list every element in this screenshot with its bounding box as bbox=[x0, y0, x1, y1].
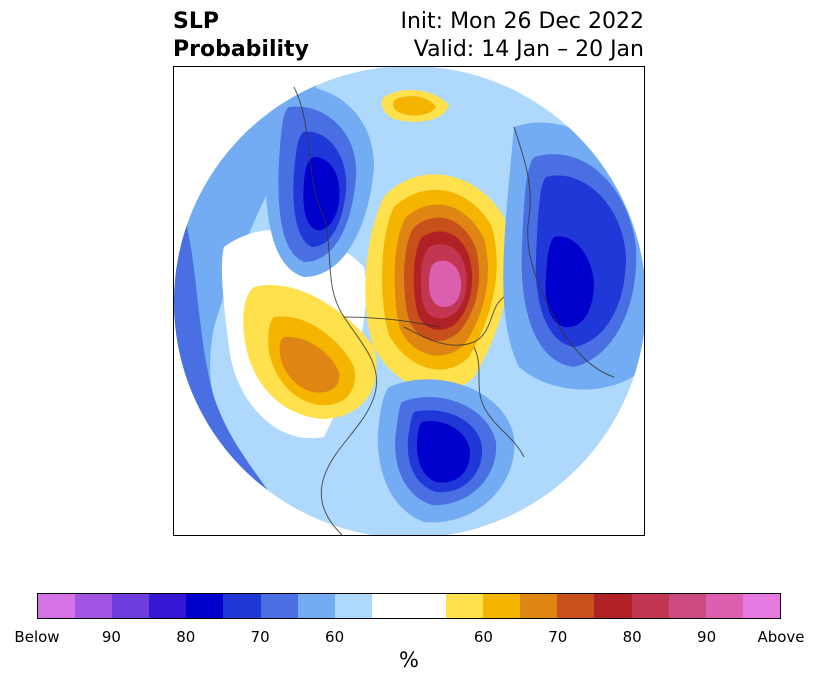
polar-map bbox=[173, 66, 645, 536]
pacific-above-80 bbox=[279, 336, 340, 393]
europe-below-90 bbox=[545, 236, 594, 328]
colorbar-tick-label: 70 bbox=[548, 628, 568, 646]
title-line-2: Probability bbox=[173, 37, 309, 62]
colorbar-cell bbox=[38, 594, 76, 618]
colorbar-cell bbox=[483, 594, 521, 618]
colorbar-tick-label: 90 bbox=[697, 628, 717, 646]
colorbar-tick-label: 90 bbox=[101, 628, 121, 646]
colorbar-cell bbox=[334, 594, 372, 618]
colorbar-cell bbox=[75, 594, 113, 618]
colorbar-tick-label: 80 bbox=[622, 628, 642, 646]
atlantic-below-90 bbox=[416, 421, 470, 483]
colorbar-cell bbox=[668, 594, 706, 618]
colorbar-tick-label: 70 bbox=[250, 628, 270, 646]
coastlines bbox=[293, 86, 615, 535]
colorbar-cell bbox=[371, 594, 409, 618]
colorbar-cell bbox=[260, 594, 298, 618]
colorbar-cell bbox=[705, 594, 743, 618]
colorbar-cell bbox=[446, 594, 484, 618]
colorbar bbox=[37, 593, 781, 619]
colorbar-tick-label: Below bbox=[14, 628, 60, 646]
map-dates: Init: Mon 26 Dec 2022 Valid: 14 Jan – 20… bbox=[401, 8, 645, 64]
init-date: Init: Mon 26 Dec 2022 bbox=[400, 9, 645, 34]
map-title: SLP Probability bbox=[173, 8, 309, 64]
colorbar-cell bbox=[112, 594, 150, 618]
colorbar-cell bbox=[557, 594, 595, 618]
colorbar-tick-label: Above bbox=[757, 628, 805, 646]
colorbar-cell bbox=[594, 594, 632, 618]
colorbar-cell bbox=[742, 594, 780, 618]
colorbar-unit: % bbox=[399, 648, 419, 672]
colorbar-tick-label: 60 bbox=[473, 628, 493, 646]
colorbar-tick-label: 80 bbox=[176, 628, 196, 646]
colorbar-cell bbox=[631, 594, 669, 618]
colorbar-cell bbox=[408, 594, 447, 618]
title-line-1: SLP bbox=[173, 9, 219, 34]
colorbar-cell bbox=[223, 594, 261, 618]
north-above-70 bbox=[392, 96, 436, 116]
arctic-above-95 bbox=[429, 260, 462, 307]
colorbar-tick-label: 60 bbox=[325, 628, 345, 646]
colorbar-cell bbox=[186, 594, 224, 618]
colorbar-cell bbox=[520, 594, 558, 618]
colorbar-cell bbox=[297, 594, 335, 618]
map-svg bbox=[174, 67, 644, 535]
colorbar-cell bbox=[149, 594, 187, 618]
valid-range: Valid: 14 Jan – 20 Jan bbox=[413, 37, 644, 62]
